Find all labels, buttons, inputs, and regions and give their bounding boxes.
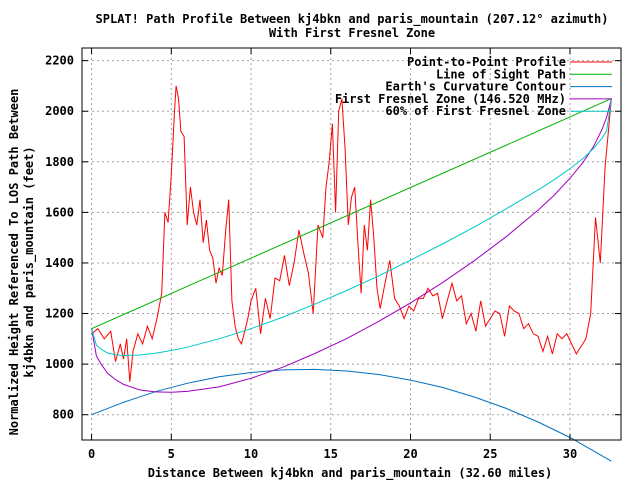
x-tick-label: 30 — [563, 447, 577, 461]
x-tick-label: 15 — [324, 447, 338, 461]
y-axis-label-line1: Normalized Height Referenced To LOS Path… — [7, 89, 21, 436]
y-tick-label: 1000 — [45, 357, 74, 371]
x-tick-label: 0 — [88, 447, 95, 461]
y-tick-label: 800 — [52, 408, 74, 422]
chart-subtitle: With First Fresnel Zone — [269, 26, 435, 40]
x-tick-label: 5 — [168, 447, 175, 461]
tick-layer: 0 5 10 15 20 25 30 800 1000 1200 1400 1600 1800 2000 2… — [45, 48, 621, 461]
legend-label-60-of-first-fresnel-zone: 60% of First Fresnel Zone — [385, 104, 566, 118]
y-tick-label: 1600 — [45, 205, 74, 219]
x-tick-label: 25 — [483, 447, 497, 461]
series-line-line-of-sight-path — [91, 98, 612, 330]
x-tick-label: 10 — [244, 447, 258, 461]
series-line-point-to-point-profile — [91, 85, 612, 382]
y-tick-label: 2200 — [45, 54, 74, 68]
y-axis-label-line2: kj4bkn and paris_mountain (feet) — [22, 146, 37, 377]
legend-label-earth-s-curvature-contour: Earth's Curvature Contour — [385, 80, 566, 94]
x-axis-label: Distance Between kj4bkn and paris_mounta… — [148, 466, 553, 480]
y-tick-label: 2000 — [45, 104, 74, 118]
y-tick-label: 1800 — [45, 155, 74, 169]
legend-label-line-of-sight-path: Line of Sight Path — [436, 67, 566, 81]
legend-label-point-to-point-profile: Point-to-Point Profile — [407, 55, 566, 69]
x-tick-label: 20 — [403, 447, 417, 461]
series-layer — [91, 85, 612, 462]
series-line-earth-s-curvature-contour — [91, 368, 612, 462]
series-line-first-fresnel-zone-146-520-mhz — [91, 98, 612, 393]
plot-frame — [81, 47, 622, 441]
legend-label-first-fresnel-zone-146-520-mhz: First Fresnel Zone (146.520 MHz) — [335, 92, 566, 106]
series-line-60-of-first-fresnel-zone — [91, 98, 612, 357]
y-tick-label: 1400 — [45, 256, 74, 270]
grid-layer — [82, 48, 621, 440]
y-tick-label: 1200 — [45, 307, 74, 321]
chart-title: SPLAT! Path Profile Between kj4bkn and p… — [96, 12, 609, 27]
